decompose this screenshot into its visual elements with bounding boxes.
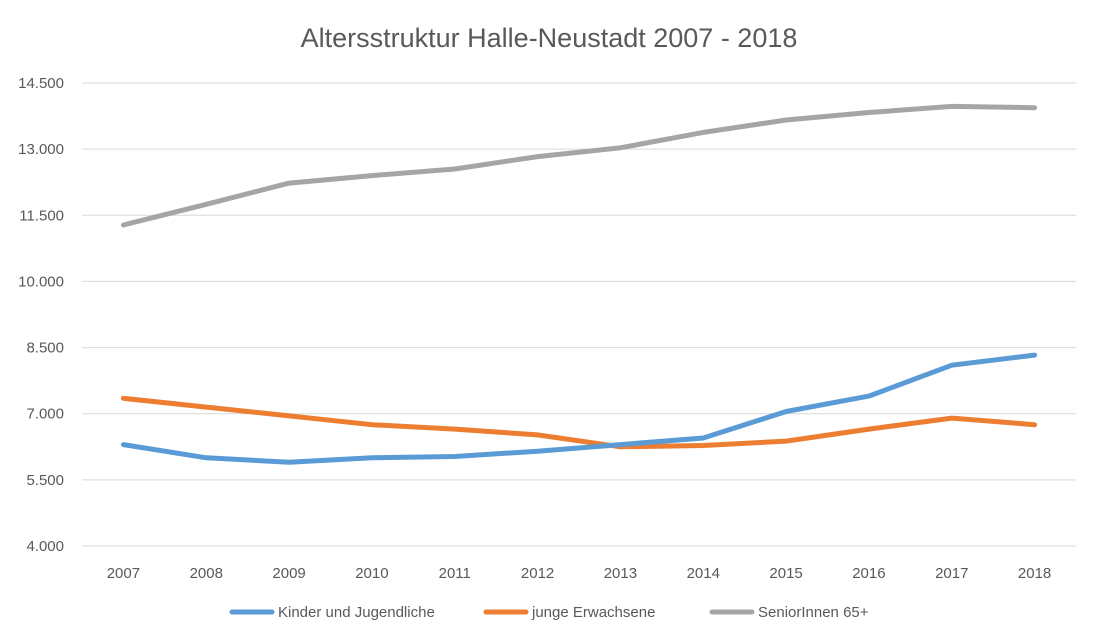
y-axis-ticks: 4.000 5.500 7.000 8.500 10.000 11.500 13.000 14…	[18, 75, 64, 555]
y-tick-label: 14.500	[18, 75, 64, 92]
legend-label-1: junge Erwachsene	[531, 604, 655, 621]
x-tick-label: 2015	[769, 565, 802, 582]
y-tick-label: 8.500	[26, 340, 64, 357]
x-tick-label: 2016	[852, 565, 885, 582]
x-tick-label: 2011	[439, 565, 471, 582]
y-tick-label: 5.500	[26, 472, 64, 489]
legend-label-0: Kinder und Jugendliche	[278, 604, 435, 621]
x-tick-label: 2014	[687, 565, 720, 582]
x-tick-label: 2017	[935, 565, 968, 582]
x-tick-label: 2012	[521, 565, 554, 582]
x-tick-label: 2008	[190, 565, 223, 582]
series-lines	[120, 103, 1038, 465]
series-line-2	[120, 103, 1038, 228]
y-tick-label: 13.000	[18, 141, 64, 158]
x-tick-label: 2018	[1018, 565, 1051, 582]
y-tick-label: 7.000	[26, 406, 64, 423]
series-line-1	[120, 395, 1038, 450]
y-tick-label: 4.000	[26, 538, 64, 555]
x-tick-label: 2010	[355, 565, 388, 582]
series-line-0	[120, 352, 1038, 465]
y-tick-label: 10.000	[18, 273, 64, 290]
legend: Kinder und Jugendliche junge Erwachsene Se…	[229, 604, 869, 621]
y-tick-label: 11.500	[19, 207, 64, 224]
x-tick-label: 2009	[272, 565, 305, 582]
x-tick-label: 2013	[604, 565, 637, 582]
x-axis-ticks: 2007 2008 2009 2010 2011 2012 2013 2014 2015 2016…	[107, 565, 1052, 582]
x-tick-label: 2007	[107, 565, 140, 582]
legend-label-2: SeniorInnen 65+	[758, 604, 869, 621]
chart-title: Altersstruktur Halle-Neustadt 2007 - 201…	[301, 23, 798, 53]
